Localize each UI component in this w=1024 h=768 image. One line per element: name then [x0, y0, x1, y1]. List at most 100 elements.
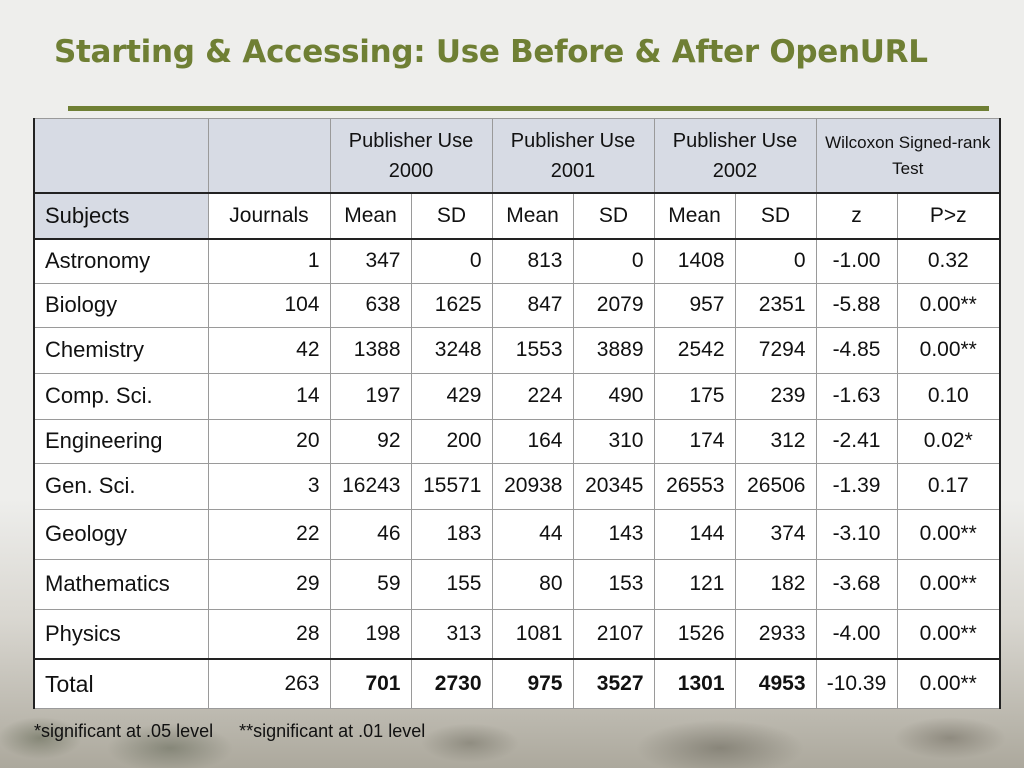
cell-p: 0.17 — [896, 462, 1002, 510]
table-row: Chemistry 42 1388 3248 1553 3889 2542 7294 -4.85… — [33, 326, 1002, 374]
cell-sd-2001: 310 — [572, 418, 655, 464]
cell-sd-2001: 0 — [572, 238, 655, 284]
cell-p: 0.00** — [896, 508, 1002, 560]
cell-mean-2000: 46 — [329, 508, 412, 560]
cell-sd-2002: 2933 — [734, 608, 817, 660]
header-mean-2000: Mean — [329, 192, 412, 240]
header-publisher-use-2002: Publisher Use 2002 — [653, 118, 817, 194]
footnote-01: **significant at .01 level — [239, 721, 426, 741]
cell-sd-2002: 2351 — [734, 282, 817, 328]
cell-z: -3.68 — [815, 558, 898, 610]
cell-subject: Comp. Sci. — [33, 372, 209, 420]
header-mean-2002: Mean — [653, 192, 736, 240]
cell-mean-2001: 813 — [491, 238, 574, 284]
cell-z: -1.00 — [815, 238, 898, 284]
blank-header-subjects — [33, 118, 209, 194]
header-journals: Journals — [207, 192, 331, 240]
table-row: Gen. Sci. 3 16243 15571 20938 20345 26553 26506… — [33, 462, 1002, 510]
sub-header-row: Subjects Journals Mean SD Mean SD Mean S… — [33, 192, 1002, 240]
header-subjects: Subjects — [33, 192, 209, 240]
blank-header-journals — [207, 118, 331, 194]
cell-sd-2002: 0 — [734, 238, 817, 284]
cell-z: -4.85 — [815, 326, 898, 374]
total-journals: 263 — [207, 658, 331, 709]
header-wilcoxon: Wilcoxon Signed-rank Test — [815, 118, 1002, 194]
cell-sd-2001: 2107 — [572, 608, 655, 660]
table-row: Comp. Sci. 14 197 429 224 490 175 239 -1.63 0.10 — [33, 372, 1002, 420]
cell-sd-2001: 153 — [572, 558, 655, 610]
cell-mean-2002: 957 — [653, 282, 736, 328]
cell-sd-2002: 374 — [734, 508, 817, 560]
table-row: Geology 22 46 183 44 143 144 374 -3.10 0.00** — [33, 508, 1002, 560]
cell-sd-2000: 155 — [410, 558, 493, 610]
cell-p: 0.00** — [896, 326, 1002, 374]
cell-z: -1.39 — [815, 462, 898, 510]
cell-subject: Mathematics — [33, 558, 209, 610]
total-mean-2000: 701 — [329, 658, 412, 709]
cell-mean-2001: 224 — [491, 372, 574, 420]
cell-p: 0.00** — [896, 558, 1002, 610]
cell-mean-2000: 59 — [329, 558, 412, 610]
cell-mean-2002: 2542 — [653, 326, 736, 374]
cell-sd-2001: 20345 — [572, 462, 655, 510]
total-z: -10.39 — [815, 658, 898, 709]
cell-journals: 1 — [207, 238, 331, 284]
cell-sd-2001: 490 — [572, 372, 655, 420]
table-row: Astronomy 1 347 0 813 0 1408 0 -1.00 0.32 — [33, 238, 1002, 284]
total-sd-2000: 2730 — [410, 658, 493, 709]
table-row: Physics 28 198 313 1081 2107 1526 2933 -4.00 0.00… — [33, 608, 1002, 660]
header-sd-2001: SD — [572, 192, 655, 240]
cell-mean-2002: 1526 — [653, 608, 736, 660]
cell-p: 0.32 — [896, 238, 1002, 284]
cell-mean-2002: 121 — [653, 558, 736, 610]
cell-mean-2001: 1553 — [491, 326, 574, 374]
cell-mean-2000: 16243 — [329, 462, 412, 510]
cell-journals: 22 — [207, 508, 331, 560]
cell-journals: 14 — [207, 372, 331, 420]
header-publisher-use-2001: Publisher Use 2001 — [491, 118, 655, 194]
cell-z: -4.00 — [815, 608, 898, 660]
cell-sd-2000: 429 — [410, 372, 493, 420]
cell-sd-2001: 2079 — [572, 282, 655, 328]
cell-sd-2000: 183 — [410, 508, 493, 560]
cell-mean-2001: 44 — [491, 508, 574, 560]
cell-mean-2000: 198 — [329, 608, 412, 660]
header-p: P>z — [896, 192, 1002, 240]
cell-z: -1.63 — [815, 372, 898, 420]
footnote-05: *significant at .05 level — [34, 721, 214, 741]
cell-journals: 29 — [207, 558, 331, 610]
cell-mean-2001: 80 — [491, 558, 574, 610]
cell-p: 0.10 — [896, 372, 1002, 420]
cell-mean-2002: 26553 — [653, 462, 736, 510]
cell-subject: Gen. Sci. — [33, 462, 209, 510]
cell-mean-2000: 92 — [329, 418, 412, 464]
cell-sd-2000: 15571 — [410, 462, 493, 510]
total-mean-2002: 1301 — [653, 658, 736, 709]
cell-p: 0.00** — [896, 282, 1002, 328]
group-header-row: Publisher Use 2000 Publisher Use 2001 Pu… — [33, 118, 1002, 194]
cell-sd-2002: 182 — [734, 558, 817, 610]
header-mean-2001: Mean — [491, 192, 574, 240]
cell-z: -3.10 — [815, 508, 898, 560]
cell-mean-2000: 347 — [329, 238, 412, 284]
cell-sd-2000: 3248 — [410, 326, 493, 374]
cell-sd-2001: 143 — [572, 508, 655, 560]
header-sd-2002: SD — [734, 192, 817, 240]
total-label: Total — [33, 658, 209, 709]
table-row: Engineering 20 92 200 164 310 174 312 -2.41 0.02* — [33, 418, 1002, 464]
cell-mean-2000: 197 — [329, 372, 412, 420]
cell-mean-2002: 144 — [653, 508, 736, 560]
cell-subject: Geology — [33, 508, 209, 560]
cell-subject: Engineering — [33, 418, 209, 464]
total-sd-2002: 4953 — [734, 658, 817, 709]
results-table: Publisher Use 2000 Publisher Use 2001 Pu… — [33, 118, 1002, 709]
cell-subject: Chemistry — [33, 326, 209, 374]
cell-mean-2002: 1408 — [653, 238, 736, 284]
total-p: 0.00** — [896, 658, 1002, 709]
header-z: z — [815, 192, 898, 240]
cell-journals: 28 — [207, 608, 331, 660]
cell-mean-2002: 175 — [653, 372, 736, 420]
cell-p: 0.00** — [896, 608, 1002, 660]
slide-title: Starting & Accessing: Use Before & After… — [54, 34, 928, 70]
cell-sd-2000: 0 — [410, 238, 493, 284]
